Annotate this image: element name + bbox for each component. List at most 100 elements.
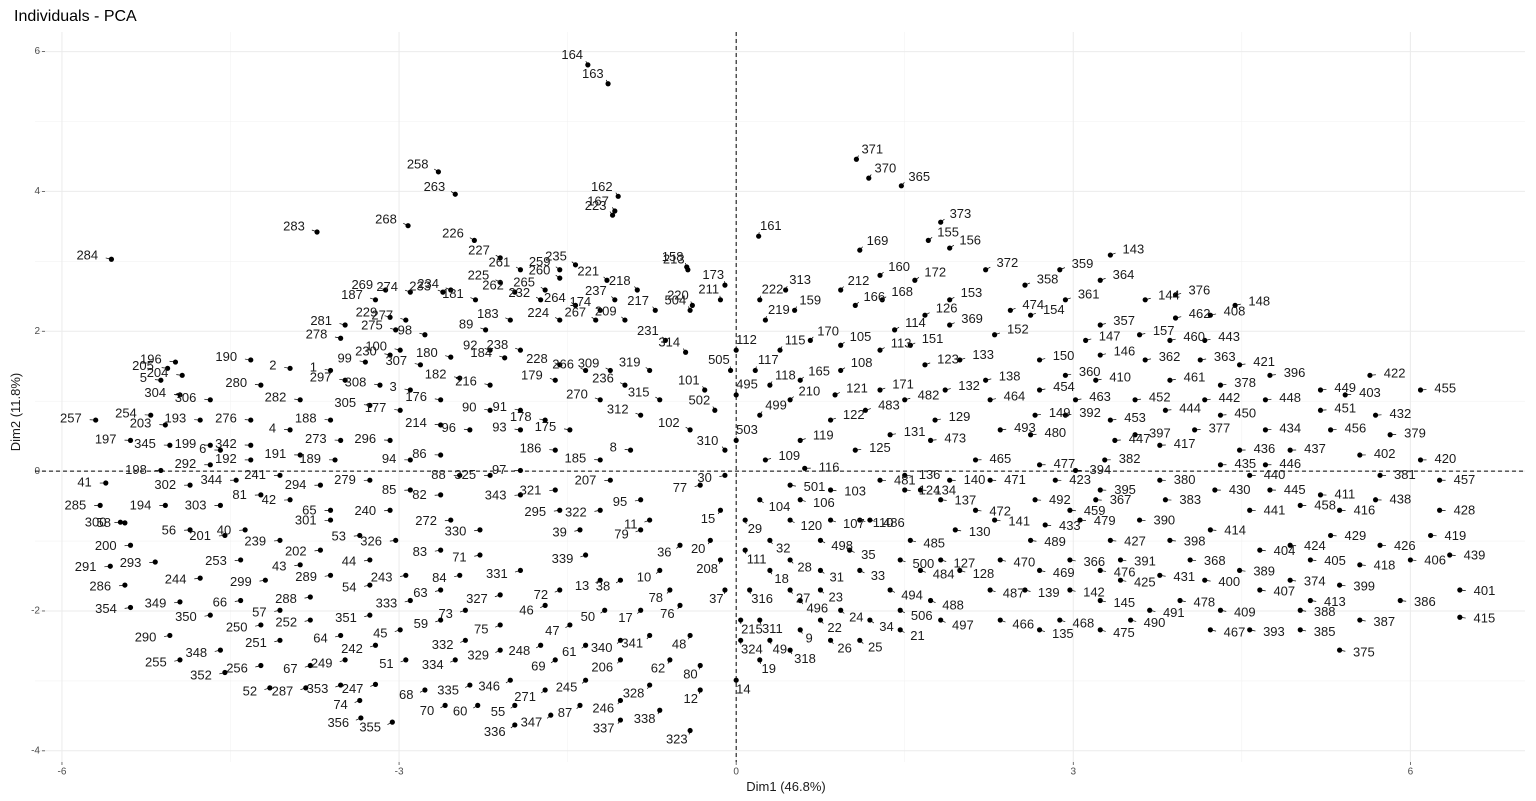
label-leader bbox=[949, 244, 955, 249]
label-leader bbox=[515, 266, 521, 271]
y-tick-label: 4 bbox=[34, 186, 40, 197]
point-label: 262 bbox=[482, 277, 504, 292]
point-label: 274 bbox=[376, 279, 398, 294]
point-label: 167 bbox=[587, 194, 609, 209]
point-label: 237 bbox=[585, 283, 607, 298]
point-label: 213 bbox=[663, 252, 685, 267]
point-label: 280 bbox=[225, 375, 247, 390]
label-leader bbox=[255, 665, 261, 668]
point-label: 94 bbox=[382, 451, 396, 466]
label-leader bbox=[1100, 600, 1106, 603]
label-leader bbox=[364, 614, 370, 617]
label-leader bbox=[924, 312, 930, 316]
label-leader bbox=[779, 346, 783, 351]
label-leader bbox=[759, 295, 761, 300]
point-label: 415 bbox=[1474, 611, 1496, 626]
point bbox=[685, 267, 691, 273]
point-label: 153 bbox=[961, 285, 983, 300]
label-leader bbox=[571, 302, 576, 306]
y-tick-label: -2 bbox=[31, 606, 40, 617]
point-label: 228 bbox=[526, 351, 548, 366]
label-leader bbox=[1235, 303, 1241, 306]
point-label: 116 bbox=[819, 459, 840, 474]
label-leader bbox=[1110, 419, 1117, 421]
label-leader bbox=[555, 317, 560, 321]
label-leader bbox=[535, 296, 541, 301]
point-label: 322 bbox=[565, 504, 587, 519]
point-label: 38 bbox=[596, 578, 610, 593]
point-label: 333 bbox=[376, 596, 398, 611]
label-leader bbox=[789, 559, 794, 564]
label-leader bbox=[646, 635, 650, 640]
point-label: 108 bbox=[851, 355, 873, 370]
label-leader bbox=[1045, 524, 1052, 526]
point-label: 130 bbox=[969, 524, 991, 539]
point-label: 474 bbox=[1022, 297, 1044, 312]
label-leader bbox=[1030, 539, 1037, 542]
point-label: 325 bbox=[454, 467, 476, 482]
label-leader bbox=[834, 392, 840, 396]
label-leader bbox=[434, 549, 441, 552]
label-leader bbox=[294, 564, 301, 567]
label-leader bbox=[685, 426, 691, 431]
label-leader bbox=[154, 379, 161, 381]
label-leader bbox=[1169, 539, 1176, 542]
label-leader bbox=[400, 659, 406, 663]
point-label: 295 bbox=[524, 504, 546, 519]
point-label: 409 bbox=[1234, 604, 1256, 619]
label-leader bbox=[789, 396, 794, 401]
point-label: 115 bbox=[785, 332, 806, 347]
label-leader bbox=[294, 398, 301, 401]
point-label: 260 bbox=[529, 262, 551, 277]
point-label: 393 bbox=[1263, 624, 1285, 639]
label-leader bbox=[616, 640, 621, 644]
point-label: 458 bbox=[1314, 497, 1336, 512]
label-leader bbox=[105, 257, 112, 260]
point-label: 487 bbox=[1003, 586, 1025, 601]
point-label: 396 bbox=[1284, 365, 1306, 380]
point-label: 33 bbox=[871, 568, 885, 583]
point-label: 443 bbox=[1218, 329, 1240, 344]
point-label: 427 bbox=[1124, 534, 1146, 549]
label-leader bbox=[204, 398, 211, 401]
label-leader bbox=[363, 404, 370, 406]
point-label: 426 bbox=[1394, 538, 1416, 553]
label-leader bbox=[514, 408, 521, 411]
point-label: 314 bbox=[658, 335, 680, 350]
point-label: 257 bbox=[60, 411, 82, 426]
point-label: 148 bbox=[1248, 294, 1270, 309]
point-label: 375 bbox=[1353, 644, 1375, 659]
point bbox=[517, 567, 524, 574]
label-leader bbox=[647, 684, 650, 689]
point-label: 277 bbox=[371, 307, 393, 322]
point bbox=[542, 602, 548, 608]
x-tick-label: 3 bbox=[1070, 767, 1076, 778]
label-leader bbox=[234, 600, 241, 602]
label-leader bbox=[454, 574, 460, 578]
point bbox=[583, 367, 589, 374]
label-leader bbox=[304, 596, 311, 599]
point-label: 422 bbox=[1384, 365, 1406, 380]
label-leader bbox=[949, 296, 955, 301]
label-leader bbox=[990, 589, 996, 593]
label-leader bbox=[799, 600, 804, 605]
label-leader bbox=[855, 449, 862, 451]
label-leader bbox=[394, 409, 401, 411]
label-leader bbox=[799, 629, 803, 634]
point-label: 145 bbox=[1113, 595, 1135, 610]
point-label: 184 bbox=[470, 345, 492, 360]
label-leader bbox=[1204, 579, 1211, 582]
point-label: 133 bbox=[972, 347, 994, 362]
point-label: 373 bbox=[950, 206, 972, 221]
point bbox=[583, 552, 589, 558]
label-leader bbox=[505, 679, 511, 684]
point-label: 389 bbox=[1253, 564, 1275, 579]
label-leader bbox=[571, 261, 576, 266]
point-label: 3 bbox=[389, 379, 396, 394]
point-label: 432 bbox=[1389, 406, 1411, 421]
point-label: 435 bbox=[1234, 456, 1256, 471]
label-leader bbox=[495, 279, 501, 283]
x-tick-label: 6 bbox=[1408, 767, 1414, 778]
point-label: 342 bbox=[215, 436, 237, 451]
point-label: 292 bbox=[175, 456, 197, 471]
